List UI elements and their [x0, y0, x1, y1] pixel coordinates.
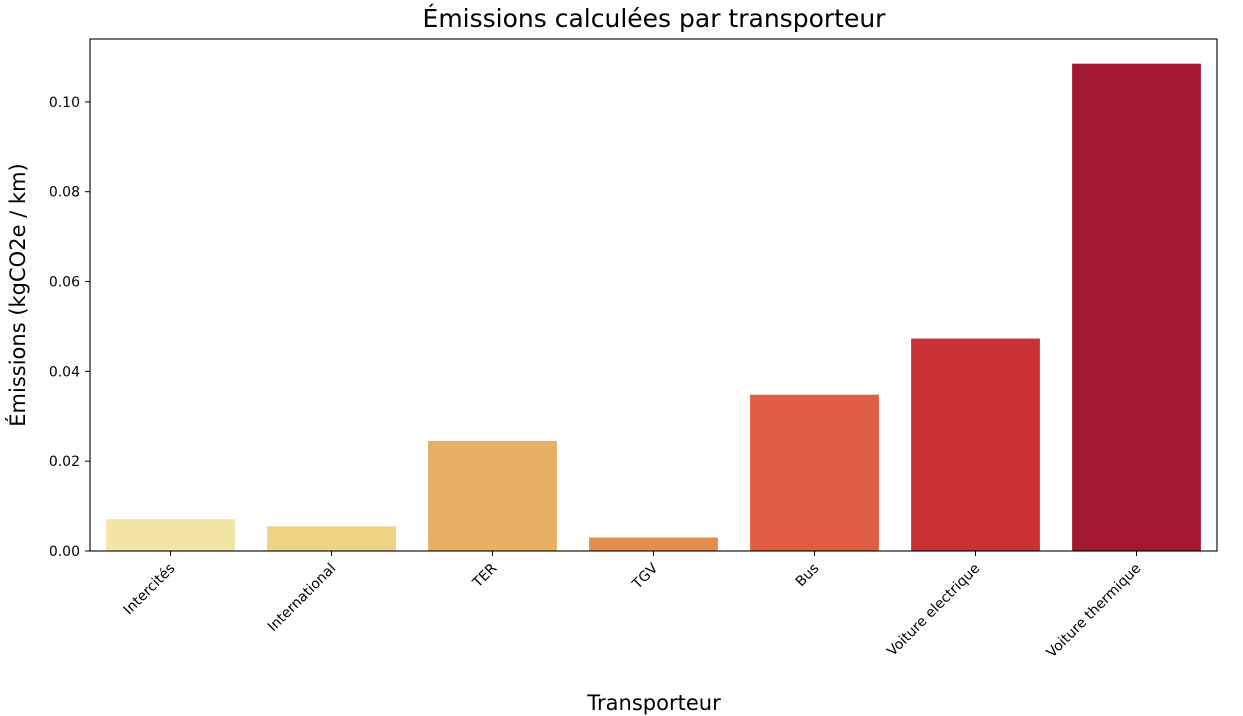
y-axis: 0.00 0.02 0.04 0.06 0.08 0.10 [49, 95, 90, 560]
plot-frame [89, 38, 1218, 552]
y-tick-label: 0.00 [49, 544, 80, 560]
bar [428, 440, 557, 551]
y-tick-label: 0.10 [49, 95, 80, 111]
bar [911, 338, 1040, 551]
y-tick-label: 0.02 [49, 454, 80, 470]
y-tick-label: 0.06 [49, 275, 80, 291]
y-tick-label: 0.08 [49, 185, 80, 201]
bar [267, 526, 396, 551]
x-axis-title: Transporteur [586, 691, 721, 715]
bar [106, 519, 235, 551]
y-axis-title: Émissions (kgCO2e / km) [5, 163, 30, 426]
y-tick-label: 0.04 [49, 364, 80, 380]
bar [750, 394, 879, 551]
bar [1072, 63, 1201, 551]
bars-group [106, 63, 1201, 551]
chart-title: Émissions calculées par transporteur [423, 4, 887, 33]
bar [589, 537, 718, 551]
